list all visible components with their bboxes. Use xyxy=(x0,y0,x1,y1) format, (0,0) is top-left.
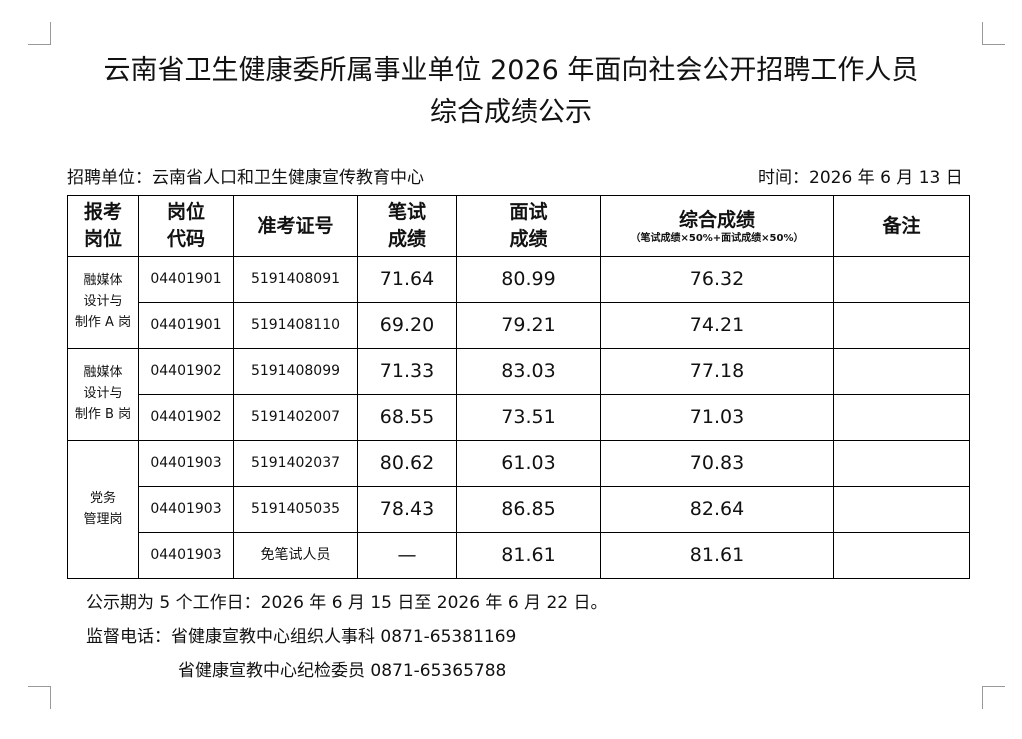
code-cell: 5191408099 xyxy=(233,348,358,395)
corner-mark xyxy=(28,686,51,709)
data-row: 融媒体 设计与 制作 B 岗 04401902 5191408099 71.33 83.03… xyxy=(67,348,970,441)
header-cell: 备注 xyxy=(833,195,970,257)
score-cell: — xyxy=(357,532,457,579)
score-cell: 73.51 xyxy=(456,394,601,441)
title: 综合成绩公示 xyxy=(430,97,592,128)
code-cell: 5191408110 xyxy=(233,302,358,349)
data-row: 04401903 5191405035 78.43 86.85 82.64 xyxy=(68,486,970,533)
position-cell: 党务 管理岗 xyxy=(67,440,139,579)
footer-line: 公示期为 5 个工作日：2026 年 6 月 15 日至 2026 年 6 月 … xyxy=(86,593,608,613)
date: 时间：2026 年 6 月 13 日 xyxy=(758,168,963,188)
footer-line: 监督电话：省健康宣教中心组织人事科 0871-65381169 xyxy=(86,627,517,647)
score-cell: 77.18 xyxy=(600,348,834,395)
header-text: 成绩 xyxy=(509,228,548,250)
code-cell: 04401901 xyxy=(138,302,234,349)
score-cell: 78.43 xyxy=(357,486,457,533)
header-cell: 笔试 成绩 xyxy=(357,195,457,257)
position-text: 融媒体 xyxy=(83,365,123,381)
score-cell: 79.21 xyxy=(456,302,601,349)
code-cell: 04401902 xyxy=(138,394,234,441)
remark-cell xyxy=(833,440,970,487)
corner-mark xyxy=(982,22,1005,45)
score-cell: 70.83 xyxy=(600,440,834,487)
remark-cell xyxy=(833,302,970,349)
score-cell: 68.55 xyxy=(357,394,457,441)
header-note: （笔试成绩×50%+面试成绩×50%） xyxy=(630,233,804,245)
title: 云南省卫生健康委所属事业单位 2026 年面向社会公开招聘工作人员 xyxy=(103,55,919,86)
code-cell: 04401903 xyxy=(138,440,234,487)
header-cell: 岗位 代码 xyxy=(138,195,234,257)
header-text: 综合成绩 xyxy=(678,208,755,231)
score-cell: 61.03 xyxy=(456,440,601,487)
corner-mark xyxy=(28,22,51,45)
position-cell: 融媒体设计与制作 A 岗 xyxy=(67,256,139,349)
remark-cell xyxy=(833,394,970,441)
header-text: 岗位 xyxy=(166,201,205,224)
code-cell: 04401901 xyxy=(138,256,234,303)
header-text: 面试 xyxy=(509,201,548,224)
code-cell: 免笔试人员 xyxy=(233,532,358,579)
position-text: 党务 xyxy=(89,490,116,506)
score-cell: 80.62 xyxy=(357,440,457,487)
score-cell: 80.99 xyxy=(456,256,601,303)
position-text: 设计与 xyxy=(83,386,123,402)
score-cell: 71.64 xyxy=(357,256,457,303)
header-text: 准考证号 xyxy=(257,214,334,237)
header-cell: 面试 成绩 xyxy=(456,195,601,257)
code-cell: 5191408091 xyxy=(233,256,358,303)
corner-mark xyxy=(982,686,1005,709)
score-cell: 74.21 xyxy=(600,302,834,349)
score-table: 报考 岗位 岗位 代码 准考证号 笔试 成绩 面试 成绩 综合成绩 （笔试成绩×50%+面试成绩×5… xyxy=(67,195,970,579)
header-text: 笔试 xyxy=(387,201,426,224)
data-row: 党务 管理岗 04401903 5191402037 80.62 61.03 70.83 xyxy=(67,440,970,579)
code-cell: 04401903 xyxy=(138,532,234,579)
score-cell: 81.61 xyxy=(600,532,834,579)
position-text: 设计与 xyxy=(83,294,123,310)
code-cell: 5191402037 xyxy=(233,440,358,487)
header-cell: 报考 岗位 xyxy=(67,195,139,257)
score-cell: 82.64 xyxy=(600,486,834,533)
data-row: 04401902 5191402007 68.55 73.51 71.03 xyxy=(68,394,970,441)
score-cell: 86.85 xyxy=(456,486,601,533)
score-cell: 69.20 xyxy=(357,302,457,349)
position-text: 制作 B 岗 xyxy=(74,406,132,422)
score-cell: 71.03 xyxy=(600,394,834,441)
header-cell: 准考证号 xyxy=(233,195,358,257)
header-text: 代码 xyxy=(166,228,205,250)
code-cell: 04401903 xyxy=(138,486,234,533)
remark-cell xyxy=(833,256,970,303)
code-cell: 04401902 xyxy=(138,348,234,395)
position-text: 制作 A 岗 xyxy=(74,314,132,330)
unit: 招聘单位：云南省人口和卫生健康宣传教育中心 xyxy=(67,168,424,188)
remark-cell xyxy=(833,486,970,533)
code-cell: 5191402007 xyxy=(233,394,358,441)
score-cell: 83.03 xyxy=(456,348,601,395)
score-cell: 71.33 xyxy=(357,348,457,395)
data-row: 融媒体 设计与 制作 A 岗 04401901 5191408091 71.64 80.99… xyxy=(67,256,970,349)
position-text: 融媒体 xyxy=(83,273,123,289)
remark-cell xyxy=(833,532,970,579)
data-row: 04401901 5191408110 69.20 79.21 74.21 xyxy=(68,302,970,349)
score-cell: 76.32 xyxy=(600,256,834,303)
header-text: 成绩 xyxy=(387,228,426,250)
data-row: 04401903 免笔试人员 —81.61 81.61 xyxy=(68,532,970,579)
header-text: 报考 xyxy=(83,201,122,224)
header-row: 报考 岗位 岗位 代码 准考证号 笔试 成绩 面试 成绩 综合成绩 （笔试成绩×50%+面试成绩×5… xyxy=(67,195,970,257)
code-cell: 5191405035 xyxy=(233,486,358,533)
position-cell: 融媒体设计与制作 B 岗 xyxy=(67,348,139,441)
header-text: 备注 xyxy=(882,214,921,237)
score-cell: 81.61 xyxy=(456,532,601,579)
remark-cell xyxy=(833,348,970,395)
header-text: 岗位 xyxy=(83,228,122,250)
position-text: 管理岗 xyxy=(83,511,123,527)
header-cell: 综合成绩 （笔试成绩×50%+面试成绩×50%） xyxy=(600,195,834,257)
footer-line: 省健康宣教中心纪检委员 0871-65365788 xyxy=(178,661,507,681)
